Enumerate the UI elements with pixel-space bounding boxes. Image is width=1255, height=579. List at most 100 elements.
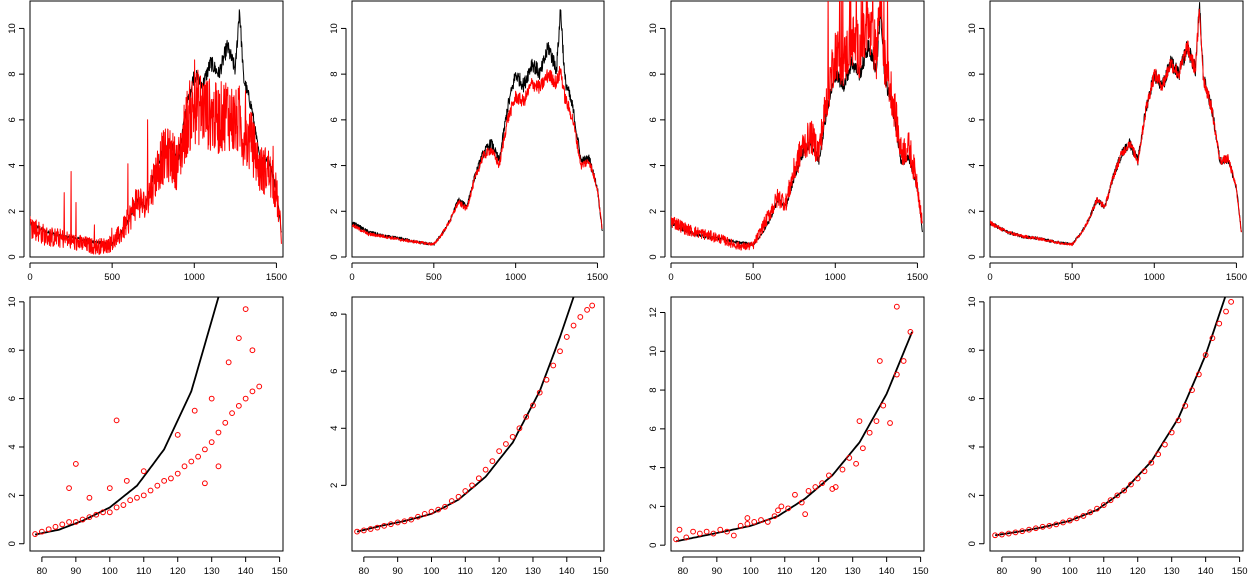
y-tick-label: 0 bbox=[967, 541, 978, 546]
x-axis: 80 90 100 110 120 130 140 150 bbox=[37, 556, 288, 577]
y-tick-label: 4 bbox=[329, 426, 340, 431]
panel-6: 80 90 100 110 120 130 140 150 2 4 6 8 bbox=[329, 296, 609, 577]
data-point bbox=[856, 418, 863, 424]
data-point bbox=[1128, 481, 1134, 488]
y-tick-label: 0 bbox=[648, 543, 659, 548]
y-axis: 0 2 4 6 8 10 bbox=[329, 23, 347, 260]
x-tick-label: 150 bbox=[593, 566, 609, 577]
data-point bbox=[1216, 320, 1223, 327]
data-point bbox=[1161, 441, 1168, 448]
data-point bbox=[448, 498, 455, 504]
data-point bbox=[1121, 487, 1128, 494]
x-tick-label: 90 bbox=[392, 566, 403, 577]
data-point bbox=[1087, 509, 1094, 516]
x-tick-label: 0 bbox=[668, 272, 673, 283]
data-point bbox=[1005, 530, 1012, 537]
data-point bbox=[235, 335, 242, 342]
x-tick-label: 110 bbox=[777, 566, 792, 577]
y-tick-label: 10 bbox=[648, 346, 659, 357]
data-point bbox=[394, 519, 401, 526]
data-point bbox=[181, 463, 188, 470]
y-tick-label: 2 bbox=[329, 209, 340, 214]
x-tick-label: 140 bbox=[1198, 566, 1214, 577]
y-tick-label: 6 bbox=[329, 369, 340, 374]
data-point bbox=[839, 466, 846, 473]
data-point bbox=[86, 514, 93, 521]
data-point bbox=[1026, 526, 1032, 533]
plot-frame bbox=[351, 296, 605, 552]
y-tick-label: 2 bbox=[7, 493, 18, 498]
x-tick-label: 100 bbox=[424, 566, 440, 577]
data-point bbox=[475, 475, 482, 482]
x-tick-label: 90 bbox=[712, 566, 723, 577]
x-axis: 80 90 100 110 120 130 140 150 bbox=[678, 556, 929, 577]
data-point bbox=[859, 445, 866, 452]
x-tick-label: 1500 bbox=[587, 272, 608, 283]
data-point bbox=[127, 497, 134, 504]
series-line-2 bbox=[990, 8, 1242, 247]
x-tick-label: 500 bbox=[104, 272, 120, 283]
plot-area bbox=[352, 9, 603, 246]
plot-frame bbox=[670, 296, 925, 552]
x-tick-label: 1500 bbox=[907, 272, 928, 283]
data-point bbox=[249, 347, 256, 354]
data-point bbox=[1039, 523, 1046, 530]
data-point bbox=[893, 303, 900, 310]
panel-7: 80 90 100 110 120 130 140 150 0 2 4 6 8 10 12 bbox=[648, 296, 929, 577]
data-point bbox=[195, 453, 202, 460]
data-point bbox=[530, 402, 536, 409]
data-point bbox=[798, 499, 805, 506]
data-point bbox=[1134, 475, 1141, 482]
data-point bbox=[1209, 335, 1216, 342]
data-point bbox=[140, 468, 147, 475]
data-point bbox=[113, 417, 120, 424]
panel-5: 80 90 100 110 120 130 140 150 0 2 4 6 8 10 bbox=[7, 296, 288, 577]
plot-frame bbox=[351, 0, 605, 258]
y-axis: 2 4 6 8 bbox=[329, 311, 347, 488]
x-axis: 80 90 100 110 120 130 140 150 bbox=[997, 556, 1248, 577]
data-point bbox=[387, 521, 394, 528]
data-point bbox=[59, 521, 66, 528]
data-point bbox=[880, 402, 887, 409]
x-tick-label: 500 bbox=[426, 272, 442, 283]
y-tick-label: 2 bbox=[7, 209, 18, 214]
data-point bbox=[673, 536, 679, 543]
data-point bbox=[785, 505, 792, 512]
data-point bbox=[242, 306, 249, 312]
y-tick-label: 6 bbox=[329, 117, 340, 122]
y-tick-label: 0 bbox=[7, 254, 18, 259]
x-tick-label: 140 bbox=[238, 566, 254, 577]
data-point bbox=[38, 528, 45, 535]
data-point bbox=[482, 466, 489, 473]
data-point bbox=[147, 487, 154, 494]
y-tick-label: 0 bbox=[648, 254, 659, 259]
y-tick-label: 8 bbox=[648, 71, 659, 76]
data-point bbox=[775, 507, 781, 514]
data-point bbox=[401, 518, 408, 525]
y-tick-label: 6 bbox=[967, 117, 978, 122]
data-point bbox=[1066, 517, 1073, 524]
plot-area bbox=[992, 297, 1235, 539]
data-point bbox=[1073, 515, 1080, 522]
data-point bbox=[1195, 371, 1202, 378]
y-tick-label: 8 bbox=[7, 348, 18, 353]
x-axis: 80 90 100 110 120 130 140 150 bbox=[359, 556, 609, 577]
plot-area bbox=[30, 9, 282, 255]
series-line-2 bbox=[352, 66, 603, 246]
y-axis: 0 2 4 6 8 10 bbox=[967, 23, 985, 260]
x-tick-label: 130 bbox=[845, 566, 861, 577]
data-point bbox=[543, 376, 550, 383]
data-point bbox=[168, 475, 174, 482]
data-point bbox=[229, 410, 235, 417]
fitted-curve bbox=[675, 331, 913, 543]
data-point bbox=[819, 480, 826, 487]
data-point bbox=[826, 472, 832, 479]
data-point bbox=[93, 511, 100, 518]
plot-frame bbox=[29, 296, 284, 552]
x-tick-label: 110 bbox=[458, 566, 473, 577]
data-point bbox=[696, 530, 703, 537]
data-point bbox=[1228, 298, 1235, 305]
data-point bbox=[489, 458, 496, 465]
data-point bbox=[66, 519, 72, 525]
x-tick-label: 150 bbox=[272, 566, 288, 577]
